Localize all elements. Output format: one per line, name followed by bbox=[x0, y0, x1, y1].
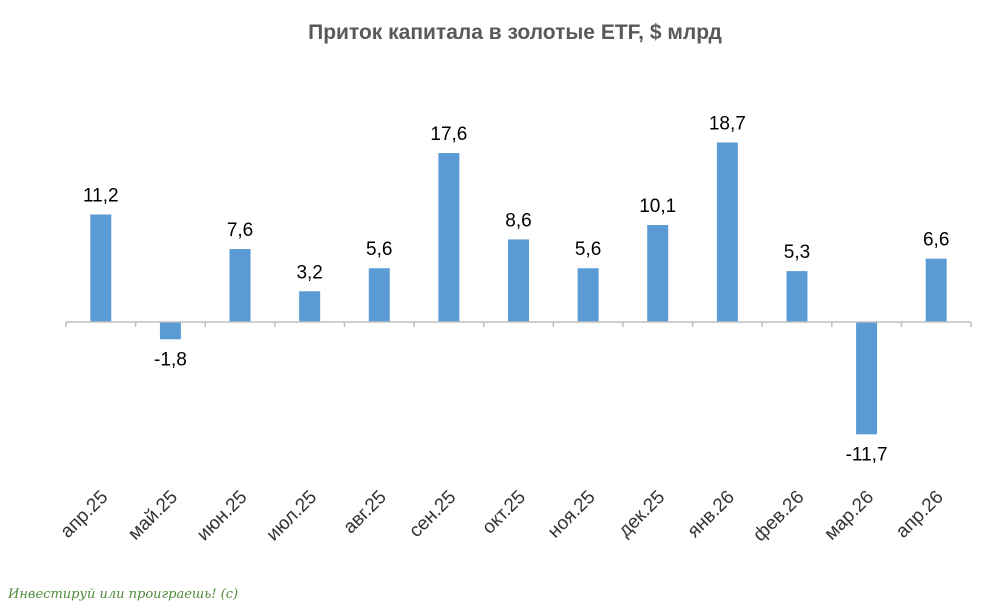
value-label-мар.26: -11,7 bbox=[846, 444, 888, 465]
value-label-дек.25: 10,1 bbox=[639, 196, 676, 217]
bar-янв.26 bbox=[716, 142, 738, 322]
tick-label-мар.26: мар.26 bbox=[820, 487, 878, 545]
value-label-апр.26: 6,6 bbox=[923, 230, 949, 251]
value-label-апр.25: 11,2 bbox=[83, 185, 119, 206]
tick-label-ноя.25: ноя.25 bbox=[544, 487, 600, 543]
tick-label-июл.25: июл.25 bbox=[263, 487, 322, 546]
value-label-фев.26: 5,3 bbox=[784, 242, 810, 263]
watermark-signature: Инвестируй или проиграешь! (с) bbox=[7, 587, 238, 602]
bar-авг.25 bbox=[368, 268, 390, 322]
bar-дек.25 bbox=[647, 225, 669, 322]
value-label-янв.26: 18,7 bbox=[709, 113, 746, 134]
value-label-июн.25: 7,6 bbox=[227, 220, 253, 241]
axis-ticks-group bbox=[65, 322, 972, 327]
tick-label-дек.25: дек.25 bbox=[615, 487, 670, 542]
tick-label-апр.26: апр.26 bbox=[892, 487, 948, 543]
value-label-май.25: -1,8 bbox=[154, 349, 187, 370]
bar-апр.25 bbox=[90, 214, 112, 322]
tick-label-июн.25: июн.25 bbox=[193, 487, 252, 546]
tick-labels-group: апр.25 май.25 июн.25 июл.25 авг.25 сен.25 окт.… bbox=[57, 487, 948, 546]
tick-label-сен.25: сен.25 bbox=[405, 487, 460, 542]
bar-фев.26 bbox=[786, 271, 808, 322]
tick-label-авг.25: авг.25 bbox=[339, 487, 390, 538]
tick-label-окт.25: окт.25 bbox=[478, 487, 530, 539]
bar-июн.25 bbox=[229, 249, 251, 322]
tick-label-янв.26: янв.26 bbox=[684, 487, 739, 542]
tick-label-фев.26: фев.26 bbox=[749, 487, 808, 546]
bar-ноя.25 bbox=[577, 268, 599, 322]
bar-апр.26 bbox=[925, 258, 947, 322]
value-labels-group: 11,2 -1,8 7,6 3,2 5,6 17,6 8,6 5,6 10,1 18,7 5,3 -1… bbox=[83, 113, 949, 465]
bar-июл.25 bbox=[299, 291, 321, 322]
value-label-июл.25: 3,2 bbox=[296, 262, 322, 283]
bar-мар.26 bbox=[856, 322, 878, 435]
bar-окт.25 bbox=[508, 239, 529, 322]
tick-label-апр.25: апр.25 bbox=[57, 487, 113, 543]
bar-май.25 bbox=[159, 322, 181, 340]
bar-сен.25 bbox=[438, 153, 460, 322]
chart-title: Приток капитала в золотые ETF, $ млрд bbox=[308, 21, 722, 44]
bars-group bbox=[90, 142, 947, 435]
value-label-ноя.25: 5,6 bbox=[575, 239, 601, 260]
value-label-авг.25: 5,6 bbox=[366, 239, 392, 260]
value-label-окт.25: 8,6 bbox=[505, 210, 531, 231]
tick-label-май.25: май.25 bbox=[124, 487, 182, 545]
value-label-сен.25: 17,6 bbox=[430, 124, 467, 145]
